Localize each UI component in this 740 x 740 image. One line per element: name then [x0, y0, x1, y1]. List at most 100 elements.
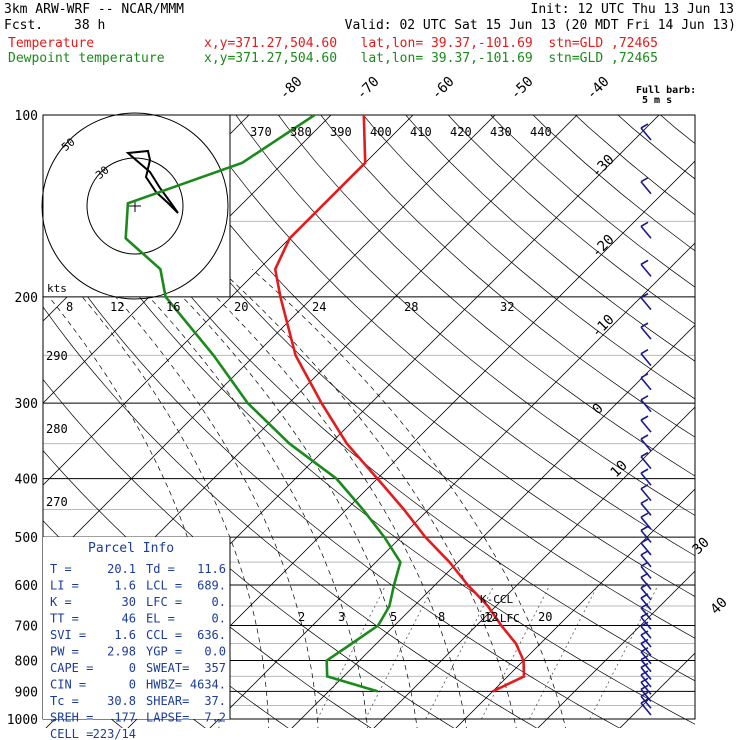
parcel-value: 0.	[212, 595, 226, 609]
parcel-value: 0.0	[204, 645, 226, 659]
wind-barb-flag-535	[640, 538, 649, 544]
mixing-ratio-8	[481, 584, 551, 720]
model-title: 3km ARW-WRF -- NCAR/MMM	[4, 2, 185, 17]
wind-barb-485	[640, 516, 652, 530]
dry-adiabat-320	[43, 152, 695, 725]
theta-left-label-270: 270	[46, 495, 68, 509]
wind-barb-flag-835	[640, 655, 649, 661]
wind-barb-flag-910	[640, 677, 649, 683]
wind-barb-flag-135	[640, 177, 649, 183]
wind-barb-flag-110	[640, 123, 649, 129]
wind-barb-flag-660	[640, 593, 649, 599]
parcel-key: K =	[50, 595, 72, 609]
init-time: Init: 12 UTC Thu 13 Jun 13	[530, 2, 735, 17]
hodograph-units: kts	[47, 282, 67, 295]
dry-adiabat-340	[108, 115, 695, 639]
pressure-label-400: 400	[15, 473, 38, 488]
moist-adiabat-20	[187, 268, 467, 728]
wind-barb-flag-785	[640, 638, 649, 645]
theta-label-380: 380	[290, 125, 312, 139]
mixing-ratio-label-2: 2	[298, 610, 305, 624]
isotherm--10	[209, 242, 695, 728]
dry-adiabat-290	[43, 378, 455, 728]
parcel-key: SVI =	[50, 628, 86, 642]
wind-barb-flag-810	[640, 647, 649, 653]
forecast-hours: 38 h	[74, 18, 106, 33]
moist-adiabat-14	[155, 268, 418, 728]
isotherm-40	[619, 652, 695, 728]
parcel-ccl-label: K-CCL	[480, 593, 513, 606]
parcel-key: EL =	[146, 612, 175, 626]
dry-adiabat-300	[43, 306, 538, 728]
wind-barb-835	[640, 659, 652, 673]
isotherm-label-m10: -10	[589, 312, 618, 341]
parcel-key: CCL =	[146, 628, 182, 642]
parcel-key: LI =	[50, 579, 79, 593]
parcel-value: 689.	[197, 579, 226, 593]
mixing-ratio-5	[425, 584, 495, 720]
wind-barb-flag-985	[640, 698, 649, 704]
wind-barb-flag-260	[640, 348, 649, 355]
wind-barb-flag-510	[640, 525, 649, 532]
wind-barb-160	[640, 225, 652, 239]
mixing-ratio-12	[529, 584, 599, 720]
dewpoint-line	[124, 113, 402, 693]
parcel-key: LFC =	[146, 595, 182, 609]
wind-barb-985	[640, 702, 652, 716]
hodograph-tick-20: 20	[234, 300, 248, 314]
parcel-key: HWBZ=	[146, 678, 182, 692]
pressure-label-300: 300	[15, 397, 38, 412]
parcel-key: PW =	[50, 645, 79, 659]
dry-adiabat-330	[65, 115, 695, 682]
moist-adiabat-26	[219, 268, 517, 728]
hodograph-tick-16: 16	[166, 300, 180, 314]
moist-adiabat--4	[58, 268, 269, 728]
mixing-ratio-label-12: 12	[484, 610, 498, 624]
temperature-line	[273, 114, 526, 693]
wind-barb-960	[640, 695, 652, 709]
mixing-ratio-label-20: 20	[538, 610, 552, 624]
hodograph-tick-8: 8	[66, 300, 73, 314]
wind-barb-910	[640, 681, 652, 695]
wind-barb-385	[640, 456, 652, 470]
isotherm-10	[373, 406, 695, 728]
dry-adiabat-360	[193, 115, 695, 557]
wind-barb-210	[640, 297, 652, 311]
full-barb-units: 5 m s	[642, 95, 672, 106]
wind-barb-flag-435	[640, 483, 649, 490]
parcel-value: 1.6	[114, 628, 136, 642]
theta-label-430: 430	[490, 125, 512, 139]
legend-temperature-info: x,y=371.27,504.60 lat,lon= 39.37,-101.69…	[204, 36, 658, 51]
wind-barb-flag-635	[640, 583, 649, 589]
parcel-value: 357	[204, 661, 226, 675]
wind-barb-flag-960	[640, 691, 649, 697]
legend-dewpoint-info: x,y=371.27,504.60 lat,lon= 39.37,-101.69…	[204, 51, 658, 66]
parcel-value: 0	[129, 678, 136, 692]
parcel-key: TT =	[50, 612, 79, 626]
mixing-ratio-label-5: 5	[390, 610, 397, 624]
isotherm-label-m70: -70	[354, 74, 383, 103]
legend-dewpoint-label: Dewpoint temperature	[8, 51, 165, 66]
pressure-label-700: 700	[15, 619, 38, 634]
theta-label-400: 400	[370, 125, 392, 139]
hodograph-tick-24: 24	[312, 300, 326, 314]
hodograph: 50 30 kts	[41, 112, 231, 300]
parcel-value: 177	[114, 711, 136, 725]
dry-adiabat-400	[362, 115, 695, 400]
parcel-key: CIN =	[50, 678, 86, 692]
parcel-value: 30	[122, 595, 136, 609]
isotherm-label-m40: -40	[584, 74, 613, 103]
wind-barb-185	[640, 263, 652, 277]
wind-barb-flag-310	[640, 395, 649, 401]
wind-barb-flag-210	[640, 292, 649, 299]
wind-barb-flag-285	[640, 373, 649, 379]
wind-barb-flag-185	[640, 259, 649, 266]
wind-barb-flag-735	[640, 621, 649, 627]
wind-barb-flag-360	[640, 434, 649, 440]
wind-barb-535	[640, 542, 652, 556]
theta-left-label-280: 280	[46, 422, 68, 436]
dry-adiabat-470	[659, 115, 695, 145]
wind-barb-flag-760	[640, 630, 649, 636]
parcel-key: SWEAT=	[146, 661, 189, 675]
wind-barb-flag-935	[640, 684, 649, 691]
